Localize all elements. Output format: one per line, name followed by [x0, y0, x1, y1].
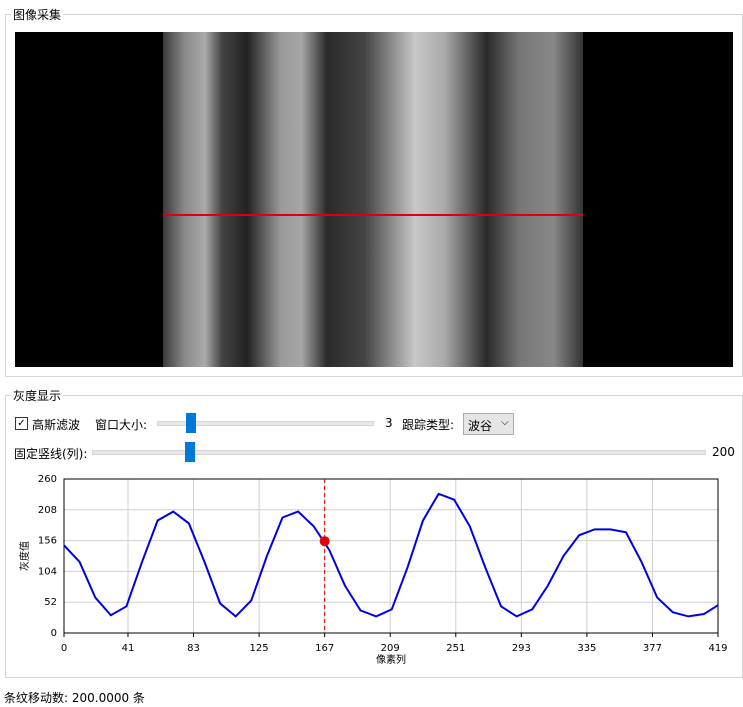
slider-thumb[interactable] — [185, 442, 195, 462]
x-tick-label: 377 — [643, 643, 662, 654]
slider-value: 3 — [385, 416, 393, 430]
checkbox[interactable]: ✓ — [15, 417, 28, 430]
dropdown-arrow: ⌵ — [501, 417, 509, 428]
label: 窗口大小: — [95, 418, 148, 432]
x-tick-label: 251 — [446, 643, 465, 654]
y-tick-label: 52 — [44, 597, 57, 608]
marker-point — [319, 536, 330, 547]
x-tick-label: 209 — [381, 643, 400, 654]
x-tick-label: 83 — [187, 643, 200, 654]
x-tick-label: 0 — [61, 643, 67, 654]
y-tick-label: 260 — [38, 474, 57, 485]
x-axis-label: 像素列 — [376, 653, 406, 666]
label: 固定竖线(列): — [14, 447, 88, 461]
y-axis-label: 灰度值 — [18, 541, 31, 571]
dropdown-value: 波谷 — [468, 419, 493, 433]
dropdown[interactable]: 波谷 ⌵ — [463, 413, 514, 435]
y-tick-label: 104 — [38, 566, 57, 577]
checkbox-label[interactable]: 高斯滤波 — [32, 418, 81, 432]
y-tick-label: 0 — [51, 628, 57, 639]
line — [63, 492, 719, 618]
slider-thumb[interactable] — [186, 413, 196, 433]
status-text: 条纹移动数: 200.0000 条 — [4, 691, 145, 705]
x-tick-label: 293 — [512, 643, 531, 654]
camera-image — [15, 32, 733, 367]
x-tick-label: 335 — [577, 643, 596, 654]
y-tick-label: 208 — [38, 505, 57, 516]
x-tick-label: 167 — [315, 643, 334, 654]
x-tick-label: 41 — [122, 643, 135, 654]
slider-value: 200 — [712, 445, 735, 459]
slider-track[interactable] — [92, 450, 706, 455]
slider-track[interactable] — [157, 421, 374, 426]
group-title: 图像采集 — [11, 6, 64, 23]
label: 跟踪类型: — [402, 418, 455, 432]
y-tick-label: 156 — [38, 536, 57, 547]
x-tick-label: 419 — [708, 643, 727, 654]
x-tick-label: 125 — [250, 643, 269, 654]
plot-frame — [63, 478, 719, 634]
chart: 0 52 104 156 208 260 0 41 83 125 167 209 251 293 335 37… — [18, 474, 728, 666]
group-title: 灰度显示 — [11, 387, 64, 404]
